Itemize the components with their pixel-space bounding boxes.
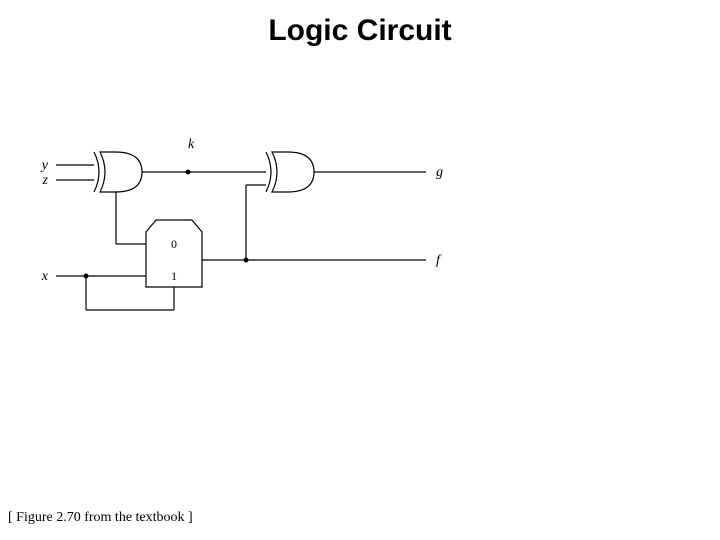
figure-caption: [ Figure 2.70 from the textbook ] xyxy=(8,510,193,526)
node-x-tap xyxy=(84,274,89,279)
node-f-tap xyxy=(244,258,249,263)
signal-label-k: k xyxy=(188,137,195,152)
mux-2to1: 0 1 xyxy=(146,220,202,287)
node-k xyxy=(186,170,191,175)
mux-label-1: 1 xyxy=(171,269,177,283)
input-label-z: z xyxy=(42,173,49,188)
input-label-x: x xyxy=(41,269,49,284)
output-label-g: g xyxy=(436,165,443,180)
xor-gate-1 xyxy=(94,152,142,192)
output-label-f: f xyxy=(436,253,442,268)
input-label-y: y xyxy=(40,158,49,173)
mux-label-0: 0 xyxy=(171,237,177,251)
xor-gate-2 xyxy=(266,152,314,192)
page-title: Logic Circuit xyxy=(0,14,720,48)
logic-circuit-diagram: 0 1 y z x g f k xyxy=(16,130,496,360)
